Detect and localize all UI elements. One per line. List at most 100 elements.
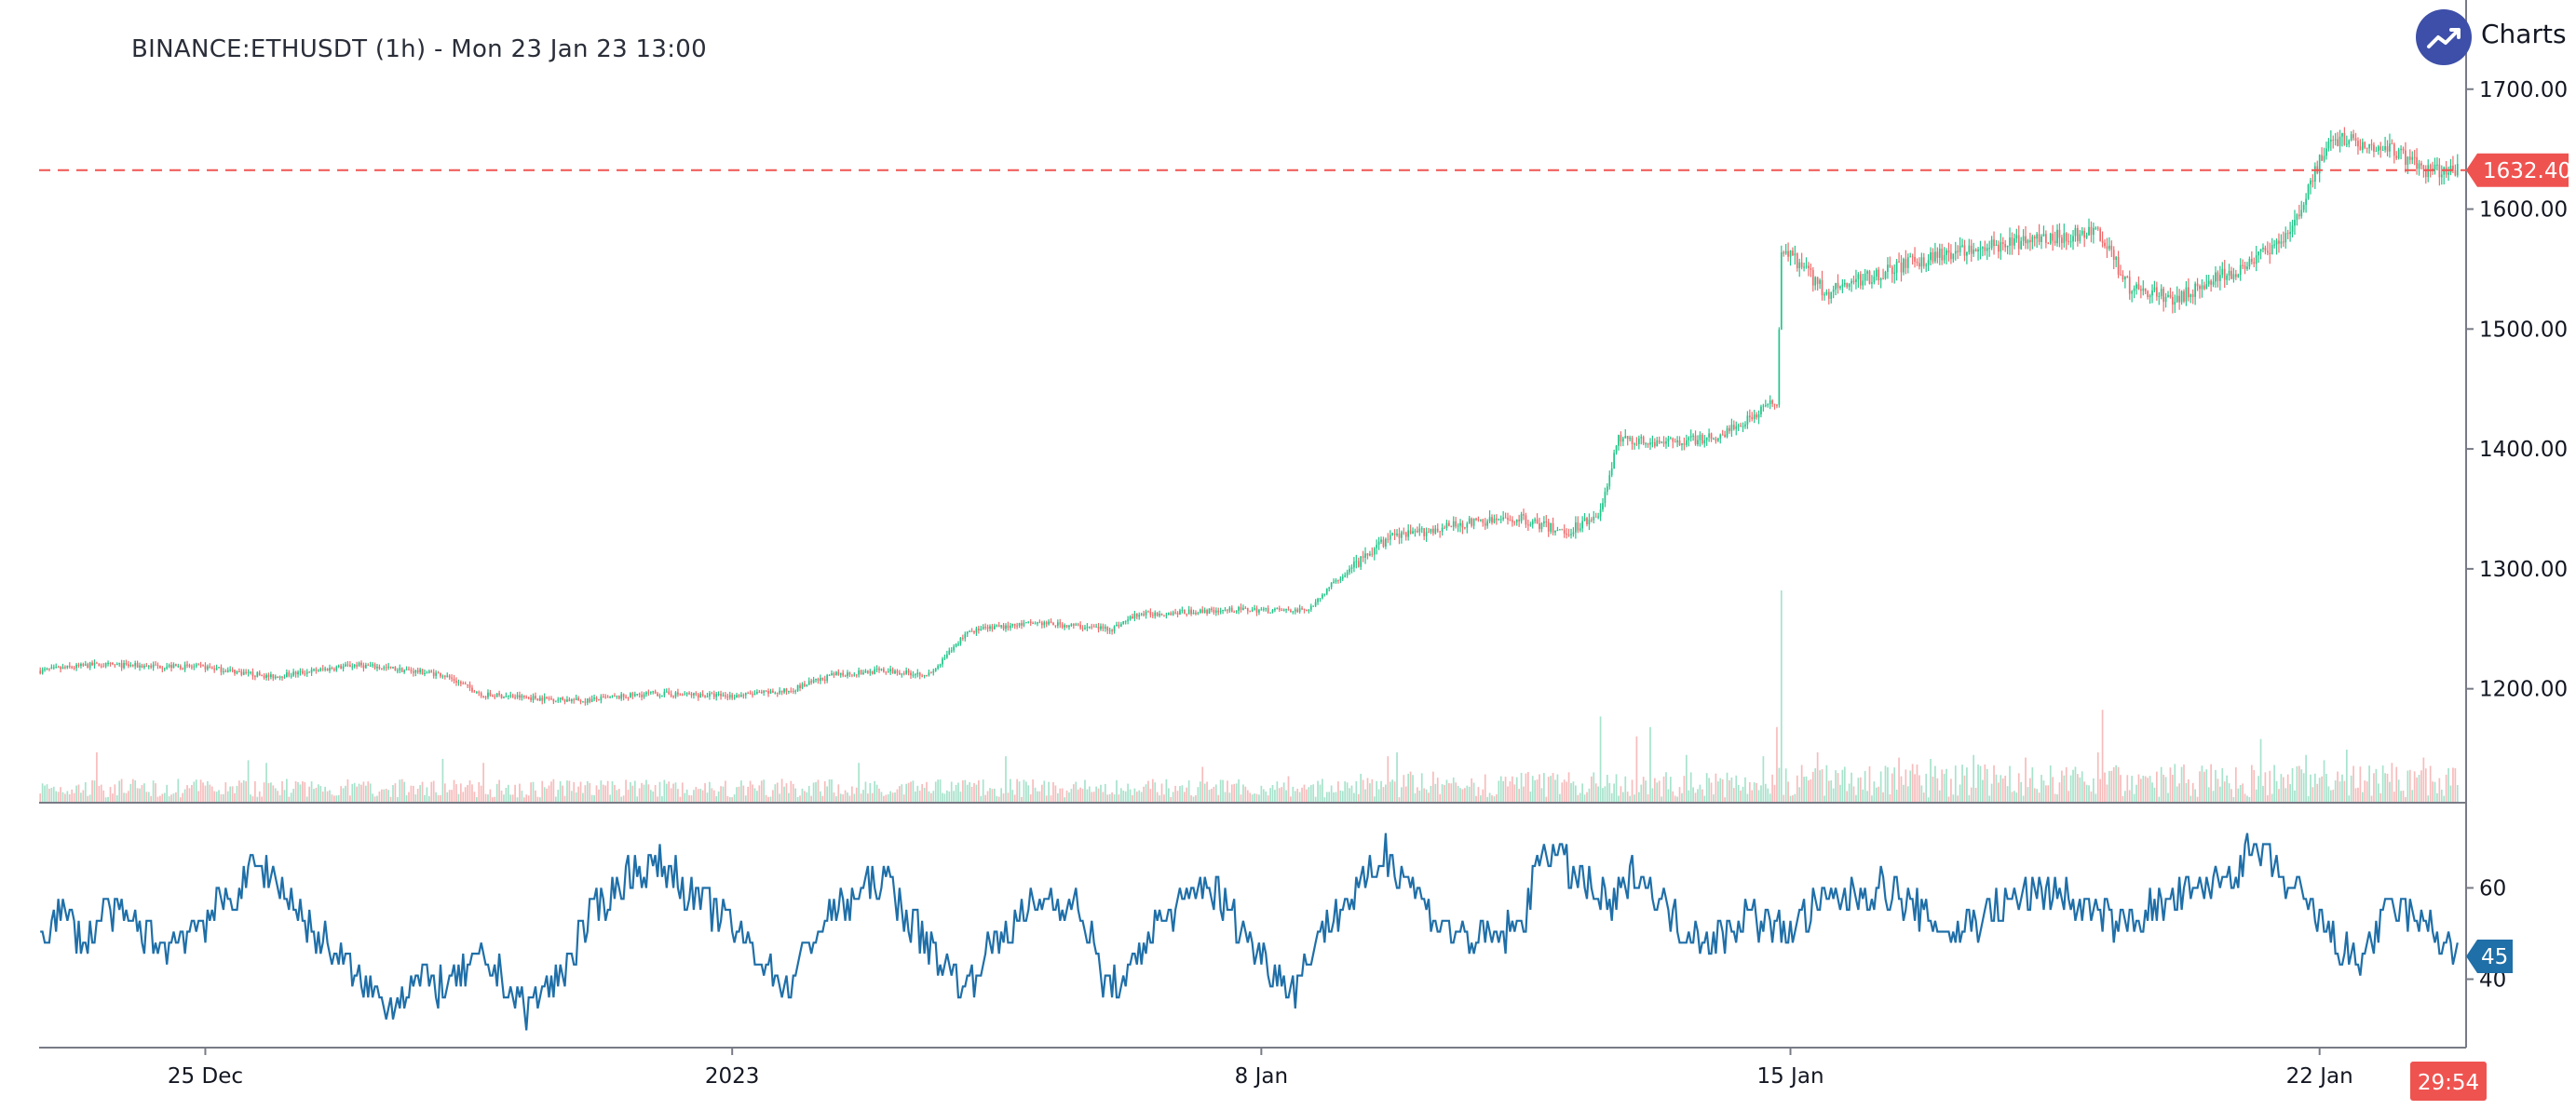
candle-body bbox=[1249, 611, 1252, 613]
candle-body bbox=[1251, 609, 1254, 612]
candle-body bbox=[1973, 249, 1975, 254]
candle-body bbox=[878, 669, 880, 670]
candle-body bbox=[747, 693, 750, 695]
candle-body bbox=[645, 692, 647, 695]
candle-body bbox=[1024, 622, 1027, 624]
volume-bar bbox=[820, 791, 821, 803]
candle-body bbox=[758, 691, 761, 693]
volume-bar bbox=[372, 793, 373, 803]
volume-bar bbox=[2126, 775, 2129, 803]
volume-bar bbox=[1713, 794, 1715, 803]
candle-body bbox=[2207, 280, 2210, 285]
volume-bar bbox=[522, 797, 525, 803]
candle-body bbox=[1466, 523, 1469, 528]
candle-body bbox=[1418, 528, 1421, 533]
candle-body bbox=[1108, 629, 1111, 631]
volume-bar bbox=[218, 790, 220, 803]
volume-bar bbox=[139, 788, 141, 803]
candle-body bbox=[1129, 616, 1132, 620]
candle-body bbox=[1703, 440, 1706, 444]
volume-bar bbox=[2022, 795, 2025, 803]
candle-body bbox=[2321, 155, 2323, 161]
volume-bar bbox=[87, 795, 89, 803]
candle-body bbox=[57, 667, 60, 669]
candle-body bbox=[1222, 609, 1224, 612]
candle-body bbox=[1783, 251, 1785, 254]
volume-bar bbox=[1211, 789, 1213, 803]
candle-body bbox=[1878, 269, 1880, 281]
candle-body bbox=[1597, 516, 1599, 518]
volume-bar bbox=[1160, 783, 1163, 803]
candle-body bbox=[801, 684, 804, 688]
candle-body bbox=[324, 669, 326, 670]
brand-logo[interactable] bbox=[2416, 9, 2472, 65]
candle-body bbox=[767, 691, 769, 694]
price-tick-label: 1300.00 bbox=[2479, 558, 2568, 582]
volume-bar bbox=[774, 784, 777, 803]
volume-bar bbox=[679, 796, 682, 803]
volume-bar bbox=[399, 779, 401, 803]
volume-bar bbox=[1186, 787, 1188, 803]
candle-body bbox=[1045, 622, 1048, 625]
volume-bar bbox=[975, 784, 978, 803]
candle-body bbox=[2391, 143, 2393, 145]
candle-body bbox=[82, 664, 85, 666]
volume-bar bbox=[1432, 771, 1434, 803]
candle-body bbox=[880, 669, 883, 670]
volume-bar bbox=[799, 795, 801, 803]
candle-body bbox=[2364, 142, 2366, 148]
candle-body bbox=[2203, 285, 2205, 290]
volume-bar bbox=[815, 781, 817, 803]
candle-body bbox=[1084, 628, 1086, 629]
volume-bar bbox=[147, 792, 150, 803]
volume-bar bbox=[1719, 778, 1722, 803]
volume-bar bbox=[1104, 783, 1106, 803]
candle-body bbox=[277, 676, 279, 678]
candle-body bbox=[46, 668, 48, 670]
candle-body bbox=[2416, 156, 2418, 169]
candle-body bbox=[1088, 626, 1091, 628]
volume-bar bbox=[179, 797, 182, 803]
candle-body bbox=[1260, 609, 1263, 611]
candle-body bbox=[1172, 612, 1174, 616]
volume-bar bbox=[351, 783, 354, 803]
volume-bar bbox=[699, 788, 702, 803]
volume-bar bbox=[1401, 787, 1403, 803]
volume-bar bbox=[546, 788, 548, 803]
volume-bar bbox=[2164, 777, 2167, 803]
volume-bar bbox=[274, 788, 277, 803]
candle-body bbox=[1113, 626, 1116, 631]
volume-bar bbox=[2242, 783, 2244, 803]
candle-body bbox=[543, 697, 546, 701]
candle-body bbox=[50, 667, 53, 670]
candle-body bbox=[1699, 434, 1702, 440]
volume-bar bbox=[2339, 781, 2341, 803]
volume-bar bbox=[1678, 787, 1681, 803]
candle-body bbox=[2269, 252, 2271, 255]
candle-body bbox=[223, 670, 224, 672]
volume-bar bbox=[959, 792, 962, 803]
candle-body bbox=[1417, 531, 1418, 533]
candle-body bbox=[2126, 277, 2129, 278]
volume-bar bbox=[697, 789, 699, 803]
volume-bar bbox=[562, 785, 563, 803]
volume-bar bbox=[647, 784, 650, 803]
candle-body bbox=[152, 664, 155, 668]
volume-bar bbox=[1371, 778, 1374, 803]
candle-body bbox=[145, 665, 148, 667]
candle-body bbox=[1662, 441, 1665, 444]
volume-bar bbox=[1798, 787, 1801, 803]
volume-bar bbox=[100, 784, 102, 803]
candle-body bbox=[1593, 516, 1595, 521]
candle-body bbox=[975, 628, 978, 633]
candle-body bbox=[1586, 518, 1588, 525]
volume-bar bbox=[2207, 787, 2210, 803]
candle-body bbox=[75, 664, 77, 669]
candle-body bbox=[1132, 616, 1133, 619]
volume-bar bbox=[970, 786, 973, 803]
candle-body bbox=[1274, 608, 1276, 611]
candle-body bbox=[400, 668, 403, 672]
volume-bar bbox=[848, 795, 851, 803]
volume-bar bbox=[376, 795, 378, 803]
